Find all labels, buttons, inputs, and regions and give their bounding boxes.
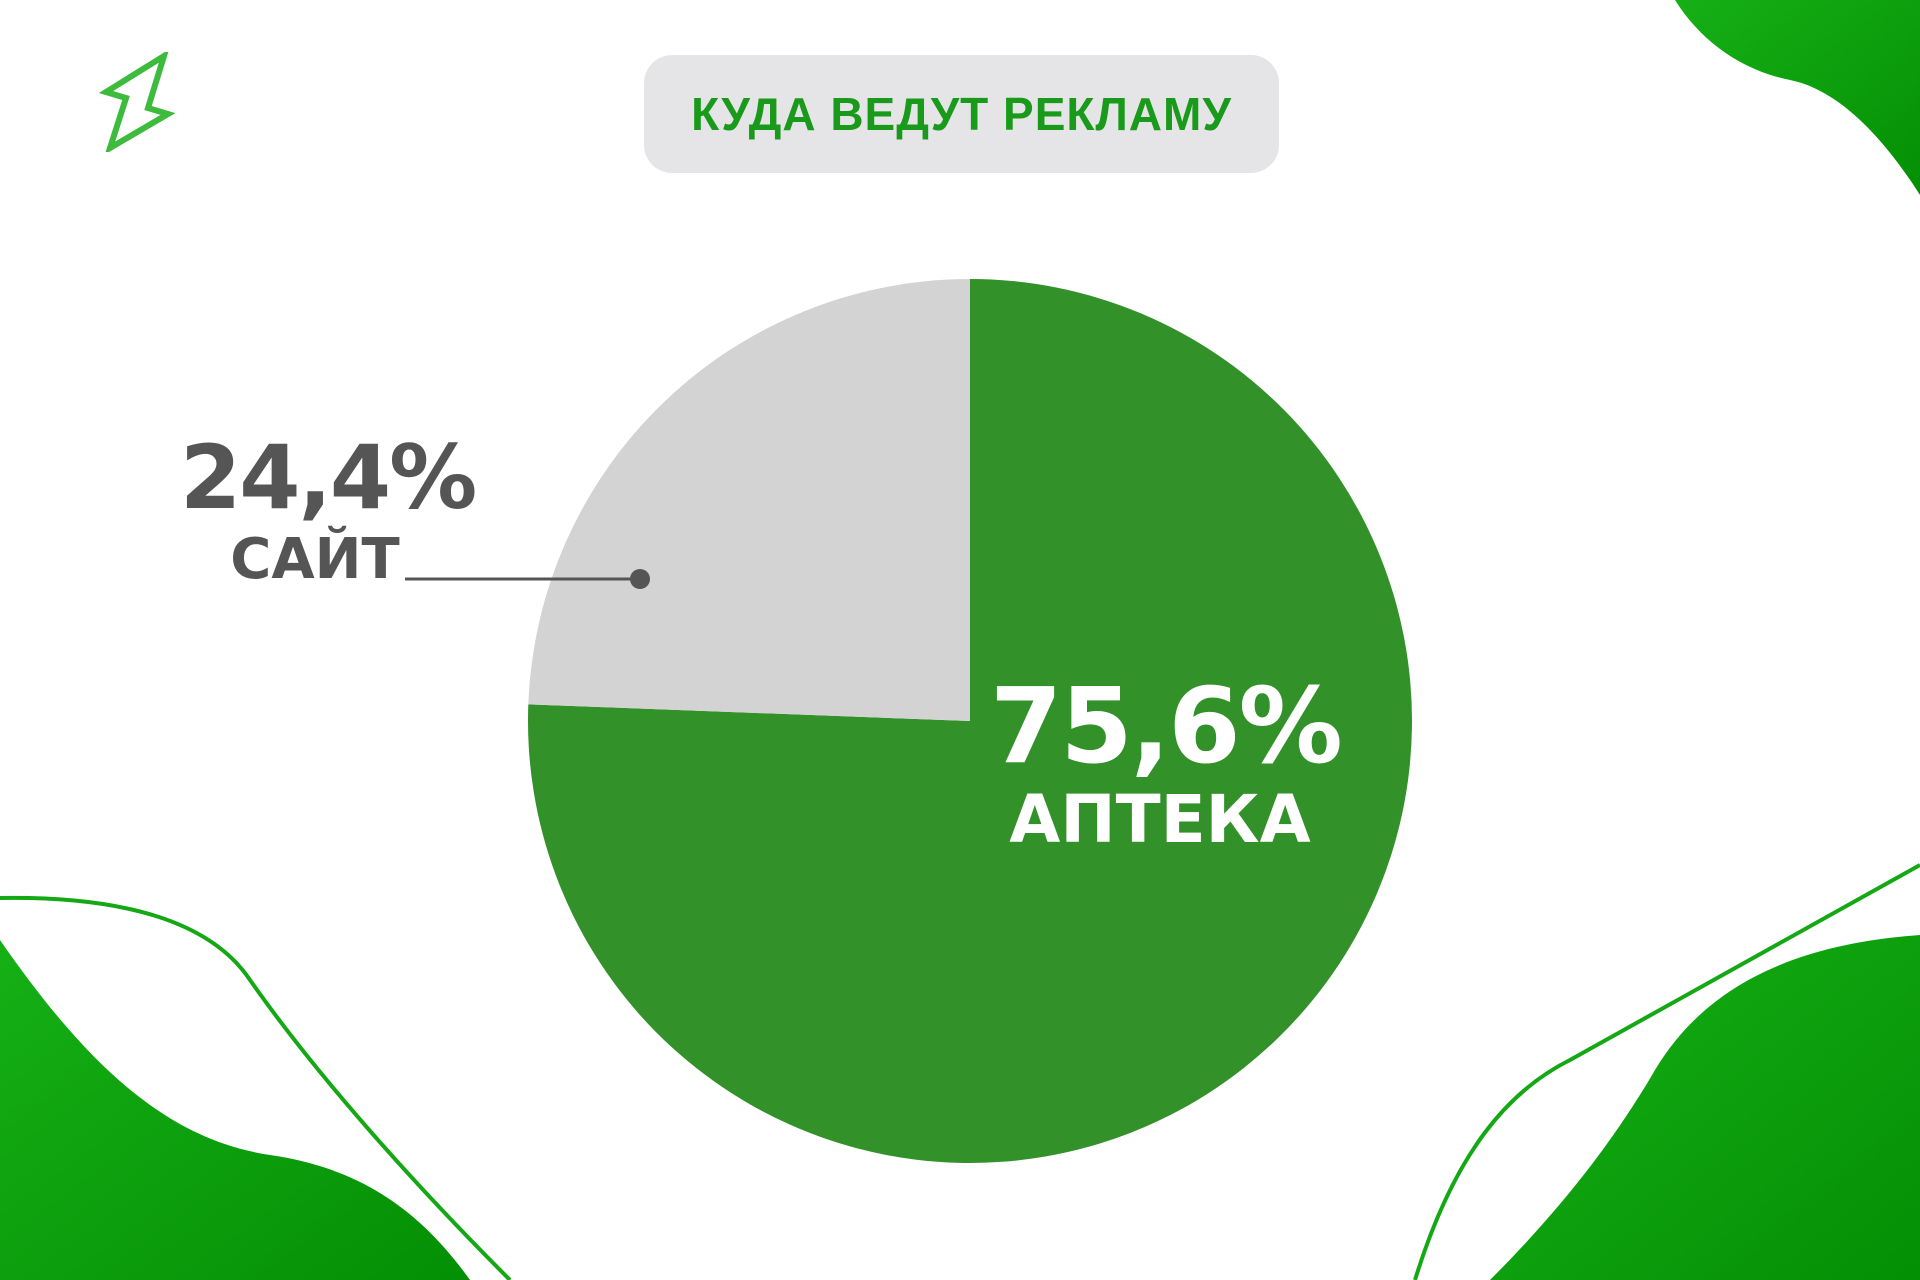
top-right-blob [1675,0,1920,195]
bottom-right-blob [1490,935,1920,1280]
bottom-left-curve [0,895,512,1280]
page-title: КУДА ВЕДУТ РЕКЛАМУ [691,88,1232,140]
site-leader-dot [630,569,650,589]
site-slice-percent: 24,4% [180,426,477,529]
lightning-bolt-icon [98,52,176,152]
pharmacy-slice-label: 75,6% АПТЕКА [990,665,1343,858]
pharmacy-slice-name: АПТЕКА [1009,781,1311,858]
pie-slice-site [528,279,970,721]
pharmacy-slice-percent: 75,6% [990,665,1343,787]
bottom-left-blob [0,940,470,1280]
site-slice-label: 24,4% САЙТ [180,426,477,592]
site-slice-name: САЙТ [230,527,400,592]
pie-slice-pharmacy [528,279,1413,1164]
title-badge: КУДА ВЕДУТ РЕКЛАМУ [644,55,1279,173]
bottom-right-curve [1413,863,1920,1280]
